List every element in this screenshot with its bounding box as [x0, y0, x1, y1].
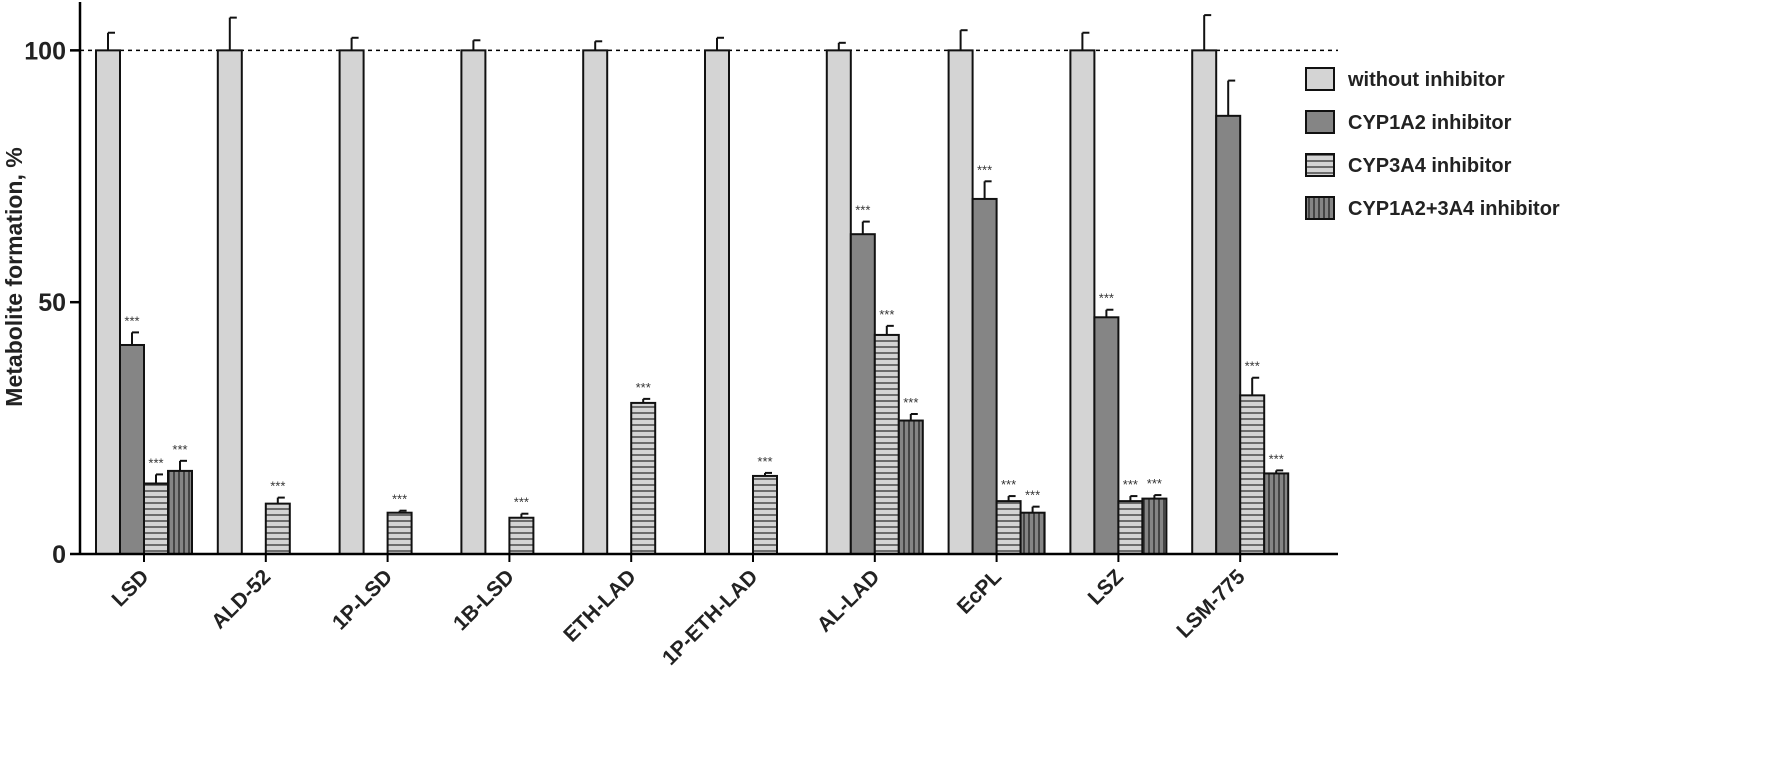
- bar: [1141, 497, 1168, 556]
- y-tick-label: 100: [24, 37, 66, 65]
- significance-label: ***: [855, 203, 870, 218]
- bar: [1215, 114, 1242, 555]
- significance-label: ***: [903, 395, 918, 410]
- x-tick-label: LSD: [108, 565, 154, 611]
- legend-swatch: [1305, 110, 1335, 134]
- bar: [752, 474, 778, 556]
- significance-label: ***: [124, 313, 139, 328]
- x-tick-label: ALD-52: [207, 565, 275, 633]
- legend-label: CYP3A4 inhibitor: [1348, 155, 1512, 177]
- x-tick-label: LSM-775: [1172, 565, 1250, 643]
- legend-swatch: [1305, 196, 1335, 220]
- legend-label: CYP1A2 inhibitor: [1348, 112, 1512, 134]
- significance-label: ***: [1099, 291, 1114, 306]
- bar: [1239, 394, 1266, 556]
- bar: [1117, 500, 1144, 556]
- significance-label: ***: [757, 454, 772, 469]
- bar: [264, 502, 291, 555]
- x-tick-label: LSZ: [1084, 565, 1128, 609]
- x-tick-label: ETH-LAD: [559, 565, 640, 646]
- bar: [119, 343, 145, 555]
- x-tick-label: AL-LAD: [813, 565, 885, 637]
- bar: [825, 49, 852, 555]
- bar: [1093, 316, 1120, 556]
- bar: [630, 401, 657, 555]
- significance-label: ***: [270, 479, 285, 494]
- significance-label: ***: [1269, 451, 1284, 466]
- bar: [1019, 511, 1046, 556]
- bar: [386, 511, 413, 556]
- bar: [873, 333, 900, 555]
- bar: [582, 49, 609, 555]
- bar: [216, 49, 243, 555]
- bar: [143, 482, 169, 555]
- y-tick-label: 0: [52, 541, 66, 569]
- legend-swatch: [1305, 67, 1335, 91]
- bar: [1263, 472, 1290, 555]
- bar: [1191, 49, 1218, 555]
- legend-swatch: [1305, 153, 1335, 177]
- x-tick-label: EcPL: [953, 565, 1007, 619]
- bar: [508, 516, 535, 555]
- legend-label: CYP1A2+3A4 inhibitor: [1348, 198, 1560, 220]
- bar: [338, 49, 365, 555]
- significance-label: ***: [1147, 476, 1162, 491]
- bar: [95, 49, 121, 555]
- significance-label: ***: [148, 455, 163, 470]
- significance-label: ***: [1123, 477, 1138, 492]
- significance-label: ***: [879, 307, 894, 322]
- bar: [995, 500, 1022, 556]
- legend-label: without inhibitor: [1347, 69, 1505, 91]
- bar: [460, 49, 487, 555]
- bar: [167, 469, 193, 555]
- x-tick-label: 1B-LSD: [449, 565, 519, 635]
- significance-label: ***: [1001, 477, 1016, 492]
- significance-label: ***: [392, 492, 407, 507]
- significance-label: ***: [514, 495, 529, 510]
- significance-label: ***: [977, 162, 992, 177]
- bar: [947, 49, 974, 555]
- significance-label: ***: [636, 380, 651, 395]
- y-axis-label: Metabolite formation, %: [1, 147, 27, 406]
- significance-label: ***: [1245, 359, 1260, 374]
- y-tick-label: 50: [38, 289, 66, 317]
- bar: [849, 233, 876, 555]
- x-tick-label: 1P-ETH-LAD: [658, 565, 763, 670]
- bar: [704, 49, 730, 555]
- significance-label: ***: [172, 442, 187, 457]
- bar: [897, 419, 924, 556]
- significance-label: ***: [1025, 488, 1040, 503]
- x-tick-label: 1P-LSD: [328, 565, 397, 634]
- bar: [1069, 49, 1096, 555]
- bar: [971, 197, 998, 555]
